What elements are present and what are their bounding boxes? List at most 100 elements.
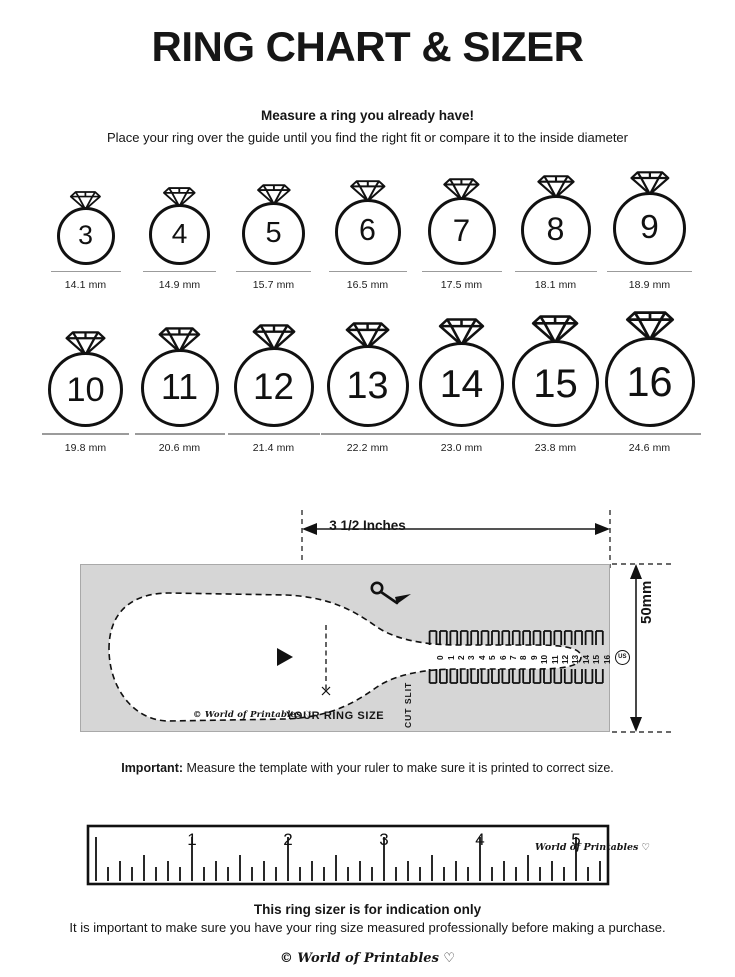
ring-circle[interactable]: 3 bbox=[56, 206, 115, 265]
ring-circle[interactable]: 14 bbox=[419, 342, 504, 428]
scissors-icon bbox=[370, 581, 411, 605]
sizer-cutout-shape bbox=[108, 581, 604, 722]
ring-illustration: 11 bbox=[140, 327, 219, 428]
scale-tick-upper bbox=[491, 629, 500, 645]
scale-number: 0 bbox=[436, 655, 446, 660]
scale-tick-lower bbox=[563, 668, 573, 684]
scale-tick-upper bbox=[470, 629, 479, 645]
ring-size-number: 16 bbox=[626, 358, 673, 405]
scale-number: 1 bbox=[446, 655, 456, 660]
scale-number: 11 bbox=[550, 655, 560, 664]
ring-size-number: 6 bbox=[359, 214, 376, 248]
ring-size-cell[interactable]: 13 22.2 mm bbox=[320, 321, 415, 454]
scale-tick-lower bbox=[584, 668, 594, 684]
printed-ruler: 1 2 3 4 5 World of Printables ♡ bbox=[0, 818, 735, 895]
ring-size-number: 5 bbox=[265, 216, 282, 249]
scale-number: 8 bbox=[519, 655, 529, 660]
ring-size-cell[interactable]: 6 16.5 mm bbox=[321, 180, 415, 291]
diamond-gem-icon bbox=[625, 311, 674, 342]
ring-circle[interactable]: 5 bbox=[242, 201, 305, 265]
scale-tick-upper bbox=[439, 629, 448, 645]
ring-diameter-label: 17.5 mm bbox=[440, 279, 483, 292]
ring-circle[interactable]: 13 bbox=[326, 345, 409, 428]
ring-circle[interactable]: 7 bbox=[427, 196, 496, 265]
ring-size-cell[interactable]: 8 18.1 mm bbox=[509, 175, 603, 291]
cut-outline bbox=[108, 591, 582, 722]
ring-size-cell[interactable]: 10 19.8 mm bbox=[39, 331, 133, 454]
diamond-gem-icon bbox=[532, 315, 579, 345]
ring-circle[interactable]: 12 bbox=[233, 347, 314, 428]
ring-circle[interactable]: 8 bbox=[520, 194, 591, 265]
ring-illustration: 12 bbox=[233, 324, 314, 428]
ring-circle[interactable]: 6 bbox=[334, 198, 401, 265]
sizer-template-box: © World of Printables ♡ YOUR RING SIZE C… bbox=[80, 563, 630, 732]
ring-underline bbox=[421, 270, 502, 273]
ring-illustration: 3 bbox=[56, 191, 115, 265]
scale-tick-upper bbox=[543, 629, 552, 645]
scale-tick-lower bbox=[470, 668, 479, 684]
ring-size-cell[interactable]: 11 20.6 mm bbox=[133, 327, 227, 454]
scale-number: 3 bbox=[467, 655, 477, 660]
scale-tick-lower bbox=[532, 668, 542, 684]
ring-diameter-label: 14.1 mm bbox=[64, 279, 107, 292]
ring-size-cell[interactable]: 15 23.8 mm bbox=[506, 315, 605, 454]
ring-illustration: 8 bbox=[520, 175, 591, 265]
ring-size-cell[interactable]: 3 14.1 mm bbox=[39, 191, 133, 291]
arrow-down-icon bbox=[630, 716, 642, 732]
ring-illustration: 5 bbox=[242, 184, 305, 265]
ring-underline bbox=[50, 270, 121, 273]
ring-circle[interactable]: 16 bbox=[604, 337, 695, 428]
scale-number: 4 bbox=[477, 655, 487, 660]
ring-circle[interactable]: 15 bbox=[512, 340, 599, 428]
scale-tick-upper bbox=[428, 629, 438, 645]
sizer-watermark: © World of Printables ♡ bbox=[193, 709, 313, 720]
ring-circle[interactable]: 4 bbox=[149, 203, 210, 265]
ring-size-row-1: 3 14.1 mm 4 14.9 mm 5 15.7 mm 6 16.5 mm 7 17.5 mm… bbox=[0, 171, 735, 291]
ring-illustration: 13 bbox=[326, 321, 409, 428]
ring-size-row-2: 10 19.8 mm 11 20.6 mm 12 21.4 mm 13 22.2 mm 14 23… bbox=[0, 311, 735, 454]
scale-number: 14 bbox=[581, 654, 591, 664]
scale-tick-lower bbox=[501, 668, 511, 684]
scale-tick-lower bbox=[428, 668, 438, 684]
intro-headline: Measure a ring you already have! bbox=[260, 108, 475, 123]
height-dimension-label: 50mm bbox=[638, 580, 655, 624]
important-note: Important: Measure the template with you… bbox=[0, 761, 735, 775]
ring-circle[interactable]: 9 bbox=[613, 191, 686, 265]
scale-number: 15 bbox=[592, 654, 602, 664]
ruler-inch-label: 3 bbox=[379, 830, 388, 849]
ring-size-cell[interactable]: 7 17.5 mm bbox=[415, 177, 509, 292]
scale-tick-lower bbox=[439, 668, 448, 684]
scale-number: 2 bbox=[457, 655, 466, 660]
ring-size-cell[interactable]: 16 24.6 mm bbox=[598, 311, 701, 454]
ring-underline bbox=[514, 270, 597, 273]
arrow-left-icon bbox=[302, 522, 317, 535]
ruler-ticks bbox=[95, 837, 601, 881]
footer-credit: © World of Printables ♡ bbox=[279, 951, 456, 966]
ring-size-number: 10 bbox=[66, 370, 105, 409]
ring-size-number: 3 bbox=[78, 220, 93, 251]
scale-tick-upper bbox=[449, 629, 459, 645]
ring-underline bbox=[413, 433, 510, 435]
diamond-gem-icon bbox=[252, 324, 295, 352]
scale-tick-upper bbox=[459, 629, 469, 645]
ring-size-number: 14 bbox=[439, 363, 484, 407]
ring-diameter-label: 18.9 mm bbox=[628, 279, 671, 292]
ring-circle[interactable]: 11 bbox=[140, 349, 219, 428]
scale-number: 9 bbox=[529, 655, 539, 660]
scale-tick-lower bbox=[574, 668, 583, 684]
sizer-diagram bbox=[301, 509, 672, 733]
page-title: RING CHART & SIZER bbox=[151, 23, 585, 70]
scale-number: 5 bbox=[488, 655, 498, 660]
ring-size-cell[interactable]: 4 14.9 mm bbox=[133, 187, 227, 291]
ring-circle[interactable]: 10 bbox=[48, 352, 123, 428]
ring-size-cell[interactable]: 12 21.4 mm bbox=[227, 324, 321, 454]
pointer-triangle-icon bbox=[277, 647, 293, 666]
ring-size-cell[interactable]: 5 15.7 mm bbox=[227, 184, 321, 291]
ring-size-cell[interactable]: 14 23.0 mm bbox=[413, 318, 510, 454]
scale-tick-upper bbox=[584, 629, 594, 645]
ruler-inch-label: 5 bbox=[571, 830, 580, 849]
ring-size-cell[interactable]: 9 18.9 mm bbox=[603, 171, 697, 291]
ruler-graphic: 1 2 3 4 5 bbox=[86, 824, 610, 886]
ring-size-number: 8 bbox=[546, 211, 565, 248]
us-unit-badge: US bbox=[614, 649, 630, 665]
